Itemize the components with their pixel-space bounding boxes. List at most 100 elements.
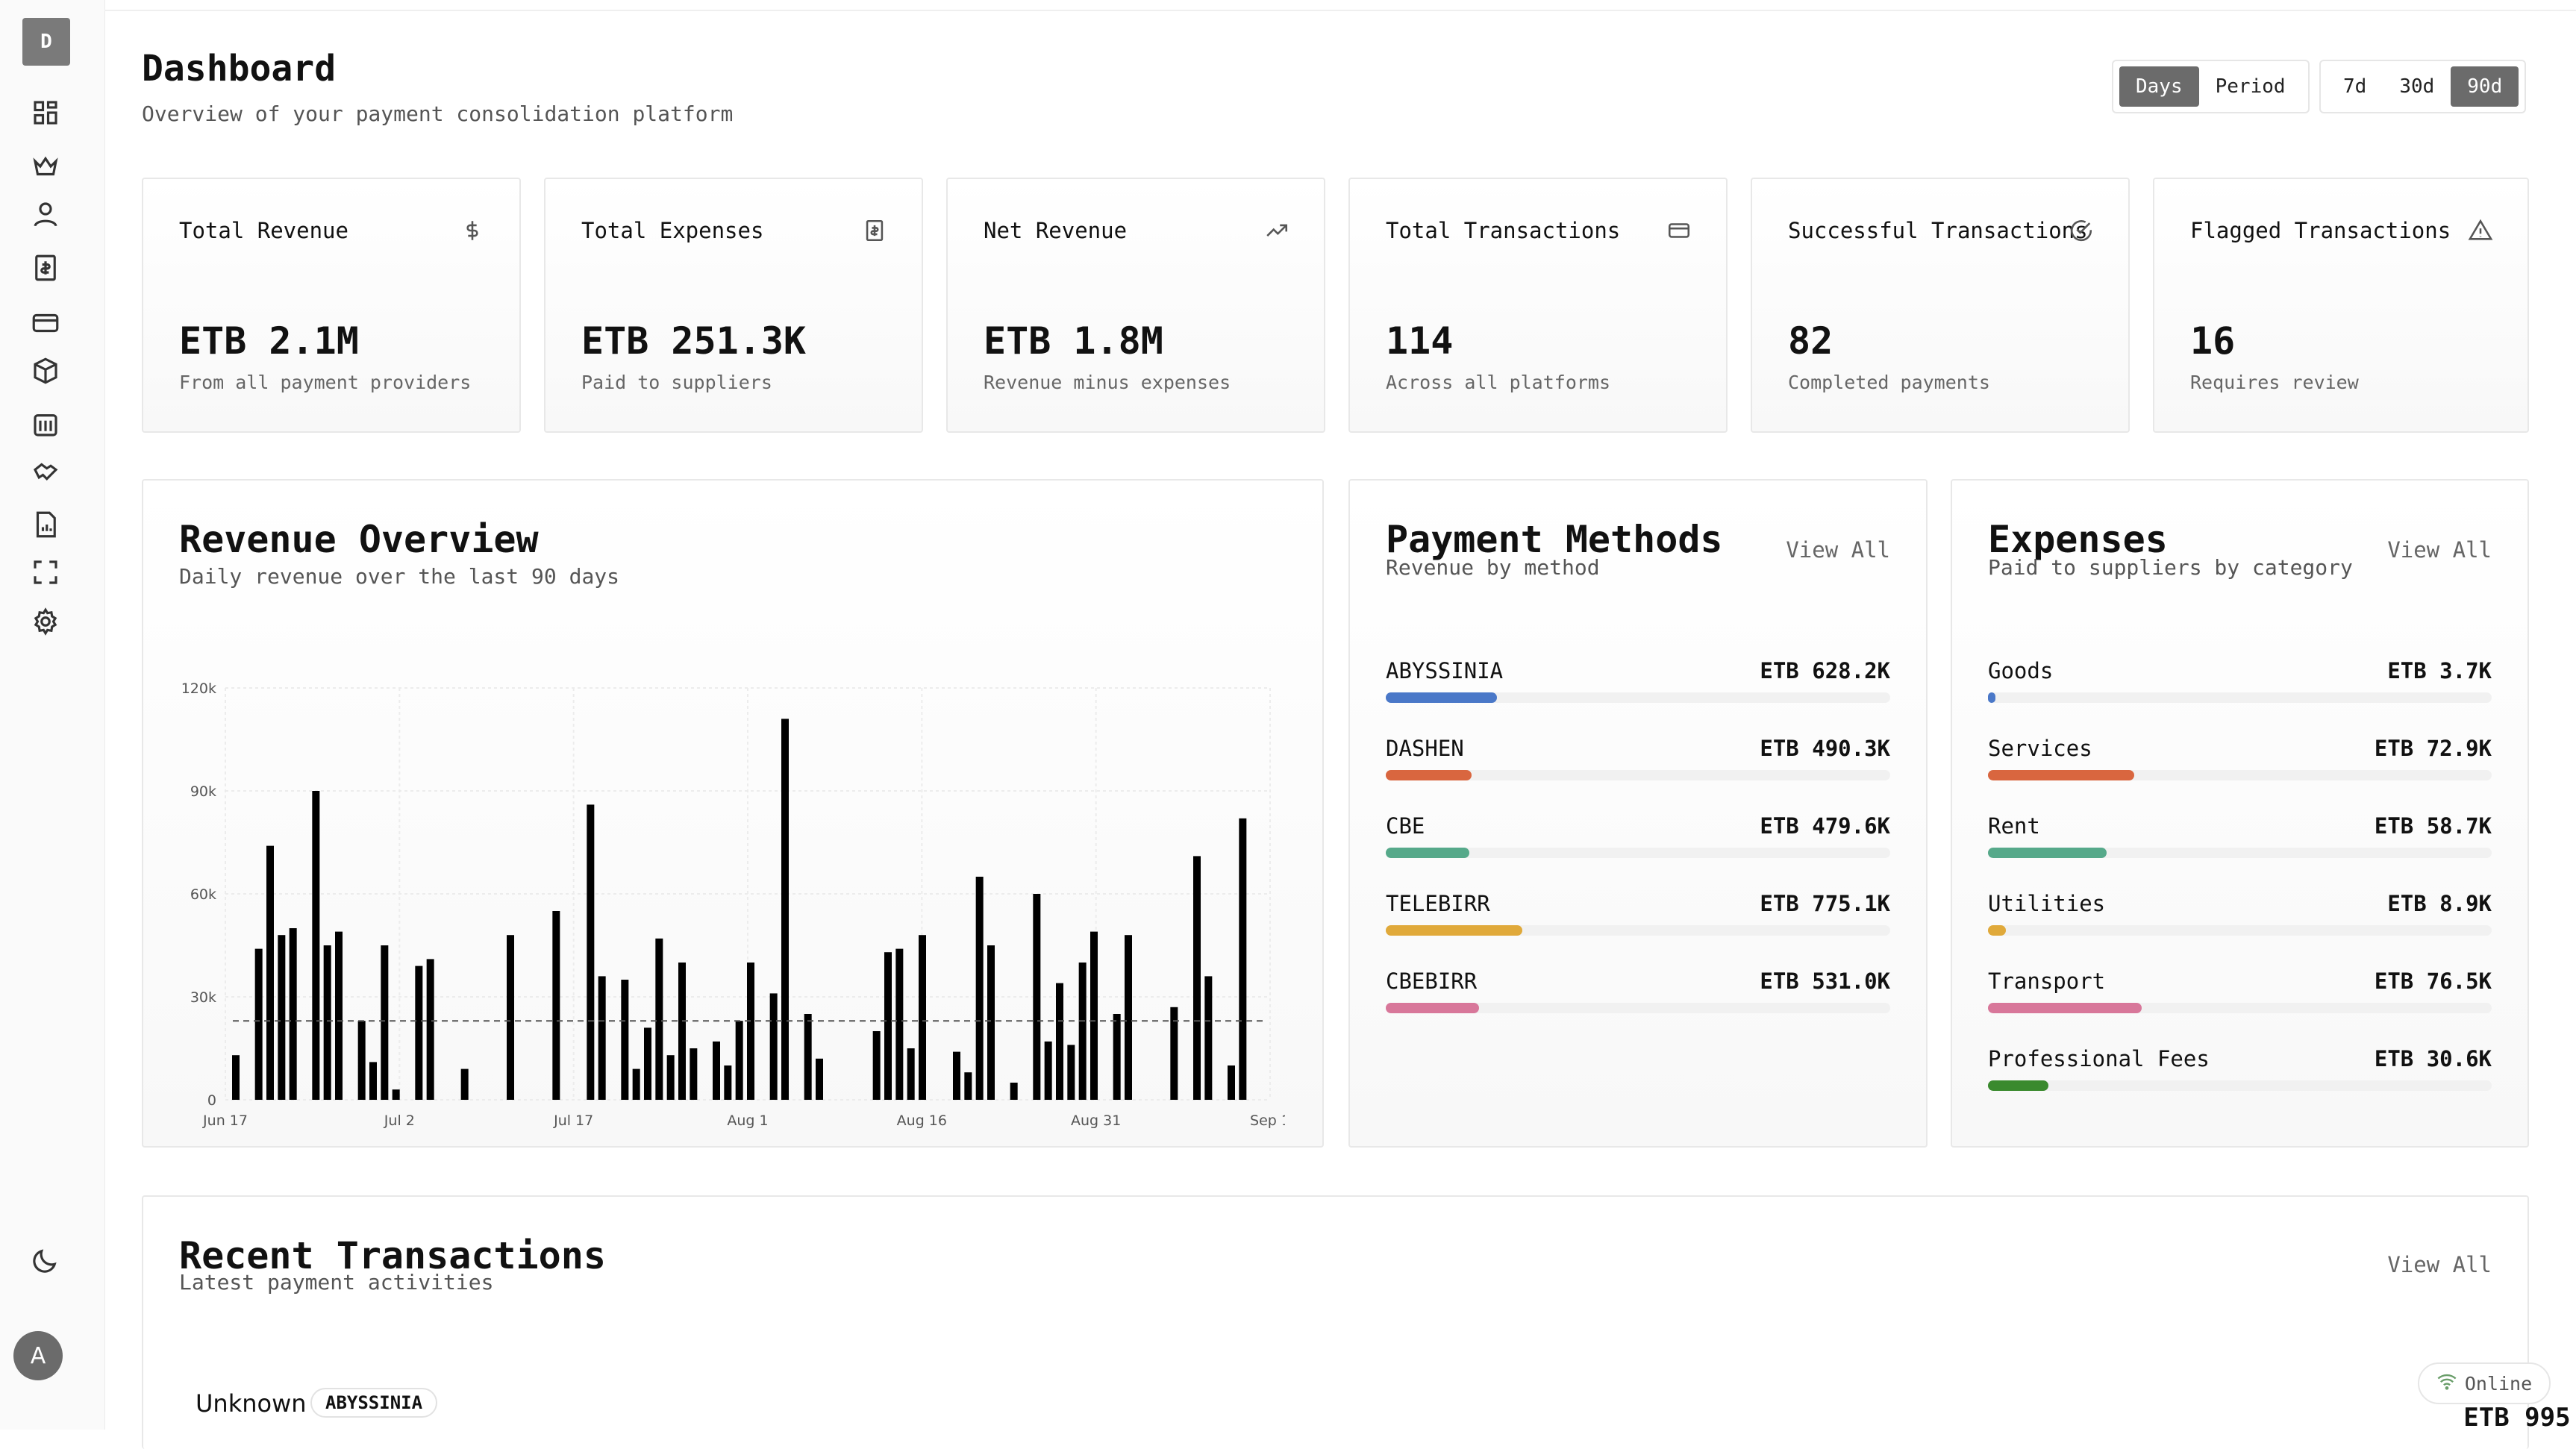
revenue-bar[interactable] (678, 963, 686, 1100)
revenue-bar[interactable] (804, 1014, 812, 1100)
payment-method-row: DASHEN ETB 490.3K (1386, 736, 1890, 813)
revenue-bar[interactable] (1239, 818, 1247, 1100)
moon-icon[interactable] (30, 1245, 61, 1276)
revenue-bar[interactable] (552, 911, 560, 1100)
package-icon[interactable] (30, 355, 61, 386)
dashboard-icon[interactable] (30, 97, 61, 128)
payment-method-name: TELEBIRR (1386, 891, 1490, 916)
revenue-bar[interactable] (907, 1048, 915, 1100)
revenue-bar[interactable] (724, 1065, 732, 1100)
view-all-payment-methods-link[interactable]: View All (1786, 537, 1890, 563)
stat-subtext: From all payment providers (179, 372, 472, 393)
revenue-bar[interactable] (895, 948, 904, 1100)
revenue-bar[interactable] (713, 1041, 720, 1100)
revenue-bar[interactable] (884, 952, 892, 1100)
revenue-bar[interactable] (747, 963, 754, 1100)
revenue-bar[interactable] (919, 935, 926, 1100)
revenue-bar[interactable] (598, 976, 606, 1100)
scan-icon[interactable] (30, 557, 61, 588)
revenue-bar[interactable] (507, 935, 514, 1100)
revenue-bar[interactable] (381, 945, 389, 1100)
payment-method-amount: ETB 490.3K (1760, 736, 1890, 761)
revenue-bar[interactable] (1170, 1007, 1178, 1100)
payment-methods-card: Payment Methods Revenue by method View A… (1348, 479, 1928, 1148)
tab-days[interactable]: Days (2119, 66, 2199, 107)
revenue-bar[interactable] (266, 845, 274, 1100)
revenue-bar[interactable] (975, 877, 984, 1100)
revenue-bar[interactable] (1090, 931, 1098, 1100)
revenue-bar[interactable] (655, 938, 663, 1100)
invoice-icon[interactable] (30, 252, 61, 284)
revenue-bar[interactable] (632, 1068, 640, 1100)
revenue-bar[interactable] (1113, 1014, 1121, 1100)
revenue-bar[interactable] (690, 1048, 698, 1100)
revenue-bar[interactable] (312, 791, 320, 1100)
revenue-bar[interactable] (769, 993, 778, 1100)
section-title: Revenue Overview (179, 518, 539, 561)
tab-90d[interactable]: 90d (2451, 66, 2519, 107)
revenue-bar[interactable] (816, 1058, 823, 1100)
revenue-bar[interactable] (369, 1062, 377, 1100)
view-all-transactions-link[interactable]: View All (2387, 1252, 2492, 1277)
stat-card-flagged-transactions: Flagged Transactions 16 Requires review (2153, 178, 2529, 433)
stat-label: Total Expenses (581, 218, 764, 243)
payment-method-progress-track (1386, 848, 1890, 858)
stat-value: 16 (2190, 319, 2236, 363)
revenue-bar[interactable] (460, 1068, 469, 1100)
revenue-bar[interactable] (781, 719, 789, 1100)
revenue-bar[interactable] (644, 1027, 651, 1100)
check-circle-icon (2069, 218, 2094, 243)
app-logo[interactable]: D (22, 18, 70, 66)
connection-status: Online (2418, 1362, 2551, 1404)
revenue-bar-chart: 0 30k 60k 90k 120k Jun 17 Jul 2 Jul 17 Aug 1 Aug … (181, 680, 1290, 1129)
trending-up-icon (1264, 218, 1289, 243)
y-tick-label: 90k (190, 783, 216, 800)
settings-icon[interactable] (30, 606, 61, 637)
revenue-bar[interactable] (1056, 983, 1063, 1100)
revenue-bar[interactable] (964, 1072, 972, 1100)
payment-method-progress-track (1386, 1003, 1890, 1013)
revenue-bar[interactable] (1228, 1065, 1235, 1100)
tab-30d[interactable]: 30d (2399, 75, 2435, 98)
revenue-bar[interactable] (1044, 1041, 1052, 1100)
credit-card-icon[interactable] (30, 307, 61, 339)
revenue-bar[interactable] (323, 945, 331, 1100)
tab-7d[interactable]: 7d (2343, 75, 2367, 98)
revenue-bar[interactable] (1204, 976, 1213, 1100)
handshake-icon[interactable] (30, 457, 61, 488)
crown-icon[interactable] (30, 151, 61, 182)
transaction-payer: Unknown (196, 1389, 307, 1418)
revenue-bar[interactable] (1033, 894, 1041, 1100)
revenue-bar[interactable] (1067, 1045, 1075, 1100)
report-icon[interactable] (30, 509, 61, 540)
revenue-bar[interactable] (587, 804, 595, 1100)
revenue-bar[interactable] (1193, 856, 1201, 1100)
revenue-bar[interactable] (415, 966, 423, 1100)
recent-transactions-card: Recent Transactions Latest payment activ… (142, 1195, 2529, 1449)
revenue-bar[interactable] (953, 1051, 960, 1100)
stat-value: ETB 251.3K (581, 319, 807, 363)
revenue-bar[interactable] (666, 1055, 675, 1100)
revenue-bar[interactable] (426, 959, 434, 1100)
revenue-bar[interactable] (392, 1089, 400, 1100)
revenue-bar[interactable] (357, 1021, 366, 1100)
revenue-bar[interactable] (278, 935, 286, 1100)
view-all-expenses-link[interactable]: View All (2387, 537, 2492, 563)
bank-icon[interactable] (30, 409, 61, 440)
revenue-bar[interactable] (335, 931, 343, 1100)
revenue-bar[interactable] (735, 1021, 743, 1100)
revenue-bar[interactable] (1125, 935, 1132, 1100)
revenue-bar[interactable] (872, 1031, 881, 1100)
revenue-bar[interactable] (621, 980, 629, 1100)
revenue-bar[interactable] (232, 1055, 240, 1100)
avatar[interactable]: A (13, 1331, 63, 1380)
revenue-bar[interactable] (987, 945, 995, 1100)
payment-method-name: CBE (1386, 813, 1425, 839)
revenue-bar[interactable] (289, 928, 297, 1100)
revenue-bar[interactable] (1010, 1083, 1018, 1100)
user-icon[interactable] (30, 198, 61, 230)
expense-name: Professional Fees (1988, 1046, 2210, 1071)
revenue-bar[interactable] (1078, 963, 1087, 1100)
revenue-bar[interactable] (254, 948, 263, 1100)
tab-period[interactable]: Period (2215, 75, 2286, 98)
